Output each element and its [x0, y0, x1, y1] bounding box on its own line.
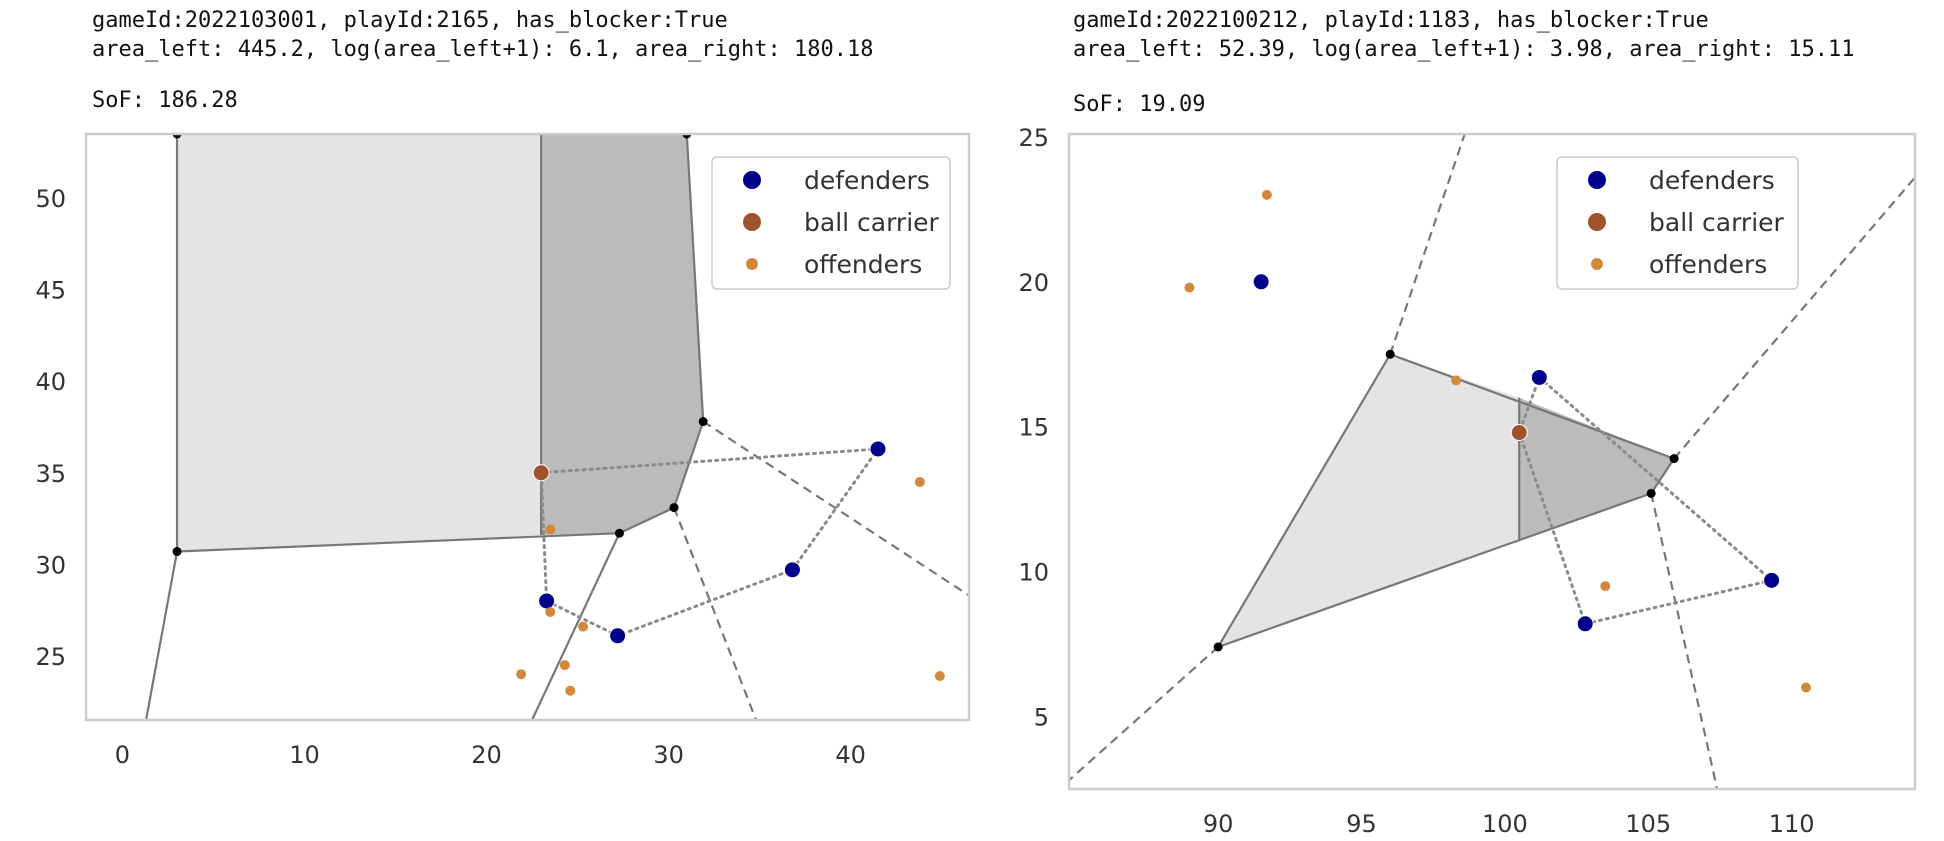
blocking-path-0	[539, 447, 882, 638]
voronoi-edge-2	[618, 506, 675, 535]
plot-area-left	[144, 134, 969, 720]
y-tick-label: 50	[35, 185, 66, 213]
vertex-point	[172, 547, 182, 557]
voronoi-ray-1	[673, 507, 758, 720]
y-tick-label: 35	[35, 460, 66, 488]
vertex-point	[614, 528, 624, 538]
y-tick-label: 25	[35, 643, 66, 671]
region-left-polygon	[177, 134, 542, 552]
vertex-point	[698, 417, 708, 427]
header-right-line1: gameId:2022100212, playId:1183, has_bloc…	[1073, 8, 1709, 33]
sof-label-left: SoF: 186.28	[92, 88, 238, 113]
header-left: gameId:2022103001, playId:2165, has_bloc…	[92, 6, 873, 64]
offenders-point	[545, 606, 556, 617]
header-left-line1: gameId:2022103001, playId:2165, has_bloc…	[92, 8, 728, 33]
offenders-point	[934, 671, 945, 682]
legend-label-offenders: offenders	[804, 250, 922, 279]
region-right-polygon	[541, 134, 704, 536]
voronoi-edge-6	[144, 551, 179, 720]
x-tick-label: 20	[471, 741, 502, 769]
plot-frame	[84, 132, 971, 722]
y-tick-label: 40	[35, 368, 66, 396]
offenders-point	[578, 621, 589, 632]
y-tick-label: 30	[35, 551, 66, 579]
header-right: gameId:2022100212, playId:1183, has_bloc…	[1073, 6, 1854, 64]
offenders-point	[565, 685, 576, 696]
ball-carrier-point	[532, 464, 550, 482]
offenders-point	[914, 476, 925, 487]
defenders-point	[538, 592, 556, 610]
defenders-point	[869, 440, 887, 458]
vertex-point	[669, 503, 679, 513]
y-tick-label: 45	[35, 277, 66, 305]
sof-label-right: SoF: 19.09	[1073, 92, 1206, 117]
offenders-point	[545, 524, 556, 535]
legend-marker-defenders	[743, 171, 761, 189]
legend-label-defenders: defenders	[804, 166, 930, 195]
legend-label-ball-carrier: ball carrier	[804, 208, 940, 237]
voronoi-edge-7	[531, 532, 621, 720]
x-tick-label: 10	[289, 741, 320, 769]
x-tick-label: 0	[115, 741, 130, 769]
offenders-point	[516, 669, 527, 680]
x-tick-label: 30	[653, 741, 684, 769]
voronoi-edge-3	[673, 421, 705, 508]
header-right-line2: area_left: 52.39, log(area_left+1): 3.98…	[1073, 37, 1855, 62]
legend-box	[711, 156, 951, 290]
defenders-point	[609, 627, 627, 645]
defenders-point	[783, 561, 801, 579]
legend-left: defenders ball carrier offenders	[711, 156, 951, 290]
offenders-point	[559, 660, 570, 671]
voronoi-edge-1	[176, 532, 620, 553]
voronoi-edge-4	[685, 134, 705, 422]
header-left-line2: area_left: 445.2, log(area_left+1): 6.1,…	[92, 37, 874, 62]
x-tick-label: 40	[835, 741, 866, 769]
legend-marker-offenders	[746, 258, 758, 270]
legend-marker-ball-carrier	[743, 213, 761, 231]
voronoi-ray-0	[702, 420, 969, 597]
